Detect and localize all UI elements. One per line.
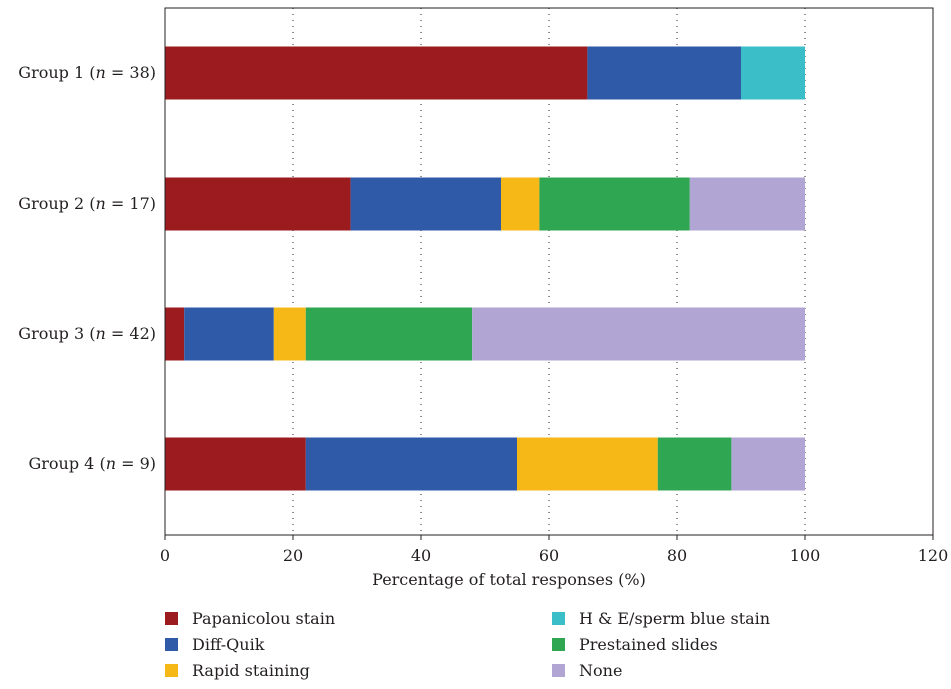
bar-segment [539, 177, 690, 231]
bar-segment [165, 437, 306, 491]
bar-segment [165, 46, 588, 100]
category-label: Group 2 (n = 17) [18, 194, 156, 213]
legend-item: Prestained slides [552, 633, 718, 655]
category-label: Group 3 (n = 42) [18, 324, 156, 343]
legend-label: Rapid staining [192, 660, 310, 680]
legend-swatch [165, 637, 178, 651]
legend-label: Papanicolou stain [192, 608, 336, 628]
legend-swatch [552, 611, 565, 625]
bar-segment [165, 177, 351, 231]
bar-segment [273, 307, 306, 361]
bar-segment [184, 307, 274, 361]
x-tick-label: 120 [918, 546, 949, 565]
bar-segment [472, 307, 805, 361]
bar-segment [587, 46, 741, 100]
bar-segment [517, 437, 658, 491]
x-axis-title: Percentage of total responses (%) [372, 570, 646, 589]
legend-label: H & E/sperm blue stain [579, 608, 771, 628]
legend-swatch [552, 663, 565, 677]
legend-item: None [552, 659, 622, 681]
x-tick-label: 0 [160, 546, 170, 565]
legend-item: Rapid staining [165, 659, 310, 681]
bar-segment [165, 307, 185, 361]
legend-item: Papanicolou stain [165, 607, 335, 629]
legend-label: None [579, 660, 623, 680]
bars [165, 46, 805, 491]
x-tick-label: 20 [283, 546, 303, 565]
y-axis-categories: Group 1 (n = 38) Group 2 (n = 17) Group 3 … [18, 63, 156, 473]
legend-swatch [552, 637, 565, 651]
legend-swatch [165, 663, 178, 677]
x-tick-label: 100 [790, 546, 821, 565]
category-label: Group 4 (n = 9) [28, 454, 156, 473]
bar-segment [501, 177, 540, 231]
legend-item: H & E/sperm blue stain [552, 607, 770, 629]
legend-item: Diff-Quik [165, 633, 264, 655]
x-tick-label: 40 [411, 546, 431, 565]
bar-segment [741, 46, 805, 100]
x-axis-ticks: 0 20 40 60 80 100 120 [160, 535, 948, 565]
stacked-bar-chart: 0 20 40 60 80 100 120 Group 1 (n = 38) Group 2 … [18, 7, 948, 589]
category-label: Group 1 (n = 38) [18, 63, 156, 82]
legend-label: Diff-Quik [192, 634, 265, 654]
bar-segment [689, 177, 805, 231]
bar-segment [731, 437, 805, 491]
legend: Papanicolou stain Diff-Quik Rapid staining… [165, 607, 865, 687]
legend-swatch [165, 611, 178, 625]
x-tick-label: 80 [667, 546, 687, 565]
bar-segment [350, 177, 501, 231]
x-tick-label: 60 [539, 546, 559, 565]
bar-segment [305, 307, 473, 361]
legend-label: Prestained slides [579, 634, 718, 654]
bar-segment [305, 437, 517, 491]
bar-segment [657, 437, 732, 491]
